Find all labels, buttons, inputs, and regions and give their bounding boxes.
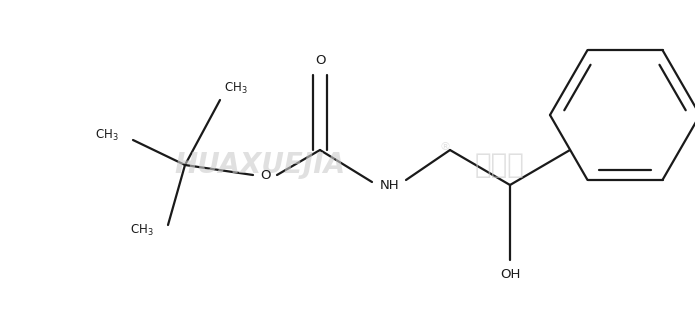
Text: 化学加: 化学加 (475, 151, 525, 179)
Text: CH$_3$: CH$_3$ (95, 127, 119, 142)
Text: O: O (260, 169, 270, 181)
Text: HUAXUEJIA: HUAXUEJIA (174, 151, 345, 179)
Text: O: O (315, 54, 325, 67)
Text: NH: NH (380, 179, 400, 191)
Text: CH$_3$: CH$_3$ (224, 81, 247, 96)
Text: CH$_3$: CH$_3$ (130, 222, 154, 237)
Text: OH: OH (500, 268, 520, 281)
Text: ®: ® (439, 142, 450, 152)
